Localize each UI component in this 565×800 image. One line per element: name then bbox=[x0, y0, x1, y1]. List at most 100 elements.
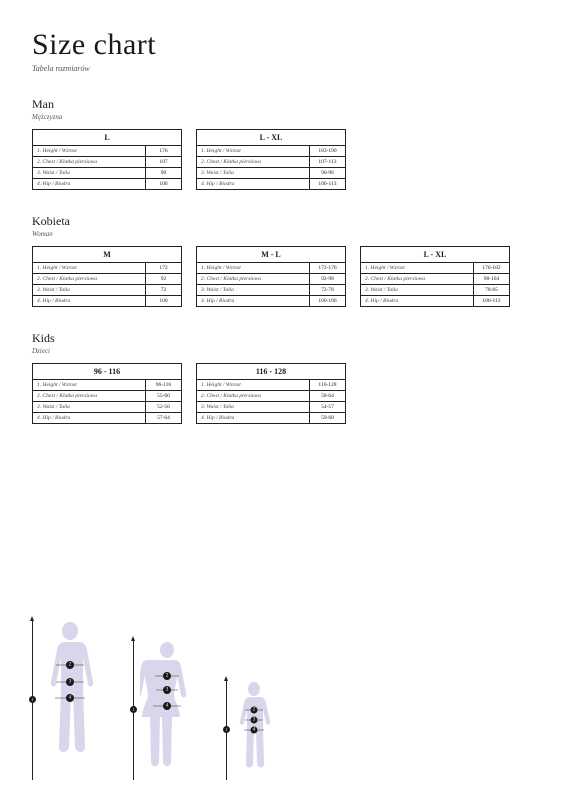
measurement-value: 176-182 bbox=[474, 263, 510, 274]
table-row: 4. Hip / Biodra106-113 bbox=[361, 296, 510, 307]
tables-row: M1. Height / Wzrost1722. Chest / Klatka … bbox=[32, 246, 533, 307]
table-row: 3. Waist / Talia72-78 bbox=[197, 285, 346, 296]
table-row: 3. Waist / Talia90 bbox=[33, 168, 182, 179]
measurement-label: 3. Waist / Talia bbox=[197, 168, 310, 179]
table-row: 2. Chest / Klatka piersiowa98-104 bbox=[361, 274, 510, 285]
measurement-label: 3. Waist / Talia bbox=[197, 285, 310, 296]
measurement-figures: 1 2 3 4 1 2 3 4 1 bbox=[32, 620, 275, 780]
section-kobieta: KobietaWomanM1. Height / Wzrost1722. Che… bbox=[32, 214, 533, 307]
measurement-value: 100-106 bbox=[310, 296, 346, 307]
measurement-value: 92 bbox=[146, 274, 182, 285]
section-heading: Kobieta bbox=[32, 214, 533, 229]
height-arrow: 1 bbox=[133, 640, 134, 780]
silhouette-woman: 2 3 4 bbox=[140, 640, 194, 780]
measurement-value: 55-60 bbox=[146, 391, 182, 402]
measurement-label: 1. Height / Wzrost bbox=[33, 263, 146, 274]
tables-row: L1. Height / Wzrost1762. Chest / Klatka … bbox=[32, 129, 533, 190]
table-row: 4. Hip / Biodra57-64 bbox=[33, 413, 182, 424]
silhouette-man: 2 3 4 bbox=[39, 620, 101, 780]
figure-kid: 1 2 3 4 bbox=[226, 680, 275, 780]
table-row: 1. Height / Wzrost172-176 bbox=[197, 263, 346, 274]
size-header: L bbox=[33, 130, 182, 146]
measurement-label: 3. Waist / Talia bbox=[361, 285, 474, 296]
measurement-label: 4. Hip / Biodra bbox=[33, 413, 146, 424]
table-row: 1. Height / Wzrost96-116 bbox=[33, 380, 182, 391]
table-row: 2. Chest / Klatka piersiowa107 bbox=[33, 157, 182, 168]
measurement-label: 4. Hip / Biodra bbox=[197, 296, 310, 307]
measurement-value: 90 bbox=[146, 168, 182, 179]
size-header: M - L bbox=[197, 247, 346, 263]
silhouette-kid: 2 3 4 bbox=[233, 680, 275, 780]
measurement-label: 2. Chest / Klatka piersiowa bbox=[33, 157, 146, 168]
table-row: 2. Chest / Klatka piersiowa107-113 bbox=[197, 157, 346, 168]
table-row: 2. Chest / Klatka piersiowa58-64 bbox=[197, 391, 346, 402]
size-header: L - XL bbox=[197, 130, 346, 146]
marker-1: 1 bbox=[130, 706, 137, 713]
height-arrow: 1 bbox=[226, 680, 227, 780]
size-table: L - XL1. Height / Wzrost176-1822. Chest … bbox=[360, 246, 510, 307]
measurement-label: 4. Hip / Biodra bbox=[33, 296, 146, 307]
tables-row: 96 - 1161. Height / Wzrost96-1162. Chest… bbox=[32, 363, 533, 424]
page-subtitle: Tabela rozmiarów bbox=[32, 64, 533, 73]
measurement-value: 116-128 bbox=[310, 380, 346, 391]
measurement-label: 2. Chest / Klatka piersiowa bbox=[197, 391, 310, 402]
measurement-value: 78-85 bbox=[474, 285, 510, 296]
measurement-value: 92-98 bbox=[310, 274, 346, 285]
measurement-label: 2. Chest / Klatka piersiowa bbox=[197, 157, 310, 168]
section-subheading: Dzieci bbox=[32, 347, 533, 355]
measurement-label: 2. Chest / Klatka piersiowa bbox=[197, 274, 310, 285]
measurement-value: 100 bbox=[146, 296, 182, 307]
size-header: 116 - 128 bbox=[197, 364, 346, 380]
table-row: 2. Chest / Klatka piersiowa92 bbox=[33, 274, 182, 285]
section-man: ManMężczyznaL1. Height / Wzrost1762. Che… bbox=[32, 97, 533, 190]
section-kids: KidsDzieci 96 - 1161. Height / Wzrost96-1… bbox=[32, 331, 533, 424]
page-title: Size chart bbox=[32, 28, 533, 62]
size-header: 96 - 116 bbox=[33, 364, 182, 380]
table-row: 3. Waist / Talia54-57 bbox=[197, 402, 346, 413]
measurement-label: 2. Chest / Klatka piersiowa bbox=[33, 274, 146, 285]
table-row: 2. Chest / Klatka piersiowa55-60 bbox=[33, 391, 182, 402]
measurement-value: 106-113 bbox=[310, 179, 346, 190]
measurement-label: 2. Chest / Klatka piersiowa bbox=[361, 274, 474, 285]
marker-1: 1 bbox=[29, 696, 36, 703]
size-table: 116 - 1281. Height / Wzrost116-1282. Che… bbox=[196, 363, 346, 424]
measurement-label: 4. Hip / Biodra bbox=[361, 296, 474, 307]
measurement-value: 57-64 bbox=[146, 413, 182, 424]
marker-1: 1 bbox=[223, 726, 230, 733]
table-row: 3. Waist / Talia72 bbox=[33, 285, 182, 296]
measurement-value: 172-176 bbox=[310, 263, 346, 274]
section-heading: Kids bbox=[32, 331, 533, 346]
measurement-label: 1. Height / Wzrost bbox=[197, 380, 310, 391]
table-row: 1. Height / Wzrost172 bbox=[33, 263, 182, 274]
measurement-value: 58-64 bbox=[310, 391, 346, 402]
size-table: M1. Height / Wzrost1722. Chest / Klatka … bbox=[32, 246, 182, 307]
table-row: 1. Height / Wzrost183-190 bbox=[197, 146, 346, 157]
measurement-value: 52-56 bbox=[146, 402, 182, 413]
measurement-label: 4. Hip / Biodra bbox=[197, 179, 310, 190]
measurement-label: 2. Chest / Klatka piersiowa bbox=[33, 391, 146, 402]
size-table: 96 - 1161. Height / Wzrost96-1162. Chest… bbox=[32, 363, 182, 424]
measurement-value: 72-78 bbox=[310, 285, 346, 296]
measurement-value: 54-57 bbox=[310, 402, 346, 413]
table-row: 1. Height / Wzrost176-182 bbox=[361, 263, 510, 274]
size-table: L1. Height / Wzrost1762. Chest / Klatka … bbox=[32, 129, 182, 190]
size-table: L - XL1. Height / Wzrost183-1902. Chest … bbox=[196, 129, 346, 190]
measurement-value: 107 bbox=[146, 157, 182, 168]
measurement-value: 107-113 bbox=[310, 157, 346, 168]
table-row: 3. Waist / Talia90-96 bbox=[197, 168, 346, 179]
measurement-value: 183-190 bbox=[310, 146, 346, 157]
table-row: 1. Height / Wzrost116-128 bbox=[197, 380, 346, 391]
measurement-label: 1. Height / Wzrost bbox=[197, 146, 310, 157]
size-header: L - XL bbox=[361, 247, 510, 263]
measurement-label: 3. Waist / Talia bbox=[33, 285, 146, 296]
measurement-value: 106 bbox=[146, 179, 182, 190]
measurement-label: 1. Height / Wzrost bbox=[33, 146, 146, 157]
figure-woman: 1 2 3 4 bbox=[133, 640, 194, 780]
measurement-label: 3. Waist / Talia bbox=[33, 402, 146, 413]
measurement-label: 1. Height / Wzrost bbox=[33, 380, 146, 391]
table-row: 3. Waist / Talia52-56 bbox=[33, 402, 182, 413]
table-row: 3. Waist / Talia78-85 bbox=[361, 285, 510, 296]
measurement-label: 3. Waist / Talia bbox=[33, 168, 146, 179]
measurement-label: 4. Hip / Biodra bbox=[33, 179, 146, 190]
measurement-value: 172 bbox=[146, 263, 182, 274]
